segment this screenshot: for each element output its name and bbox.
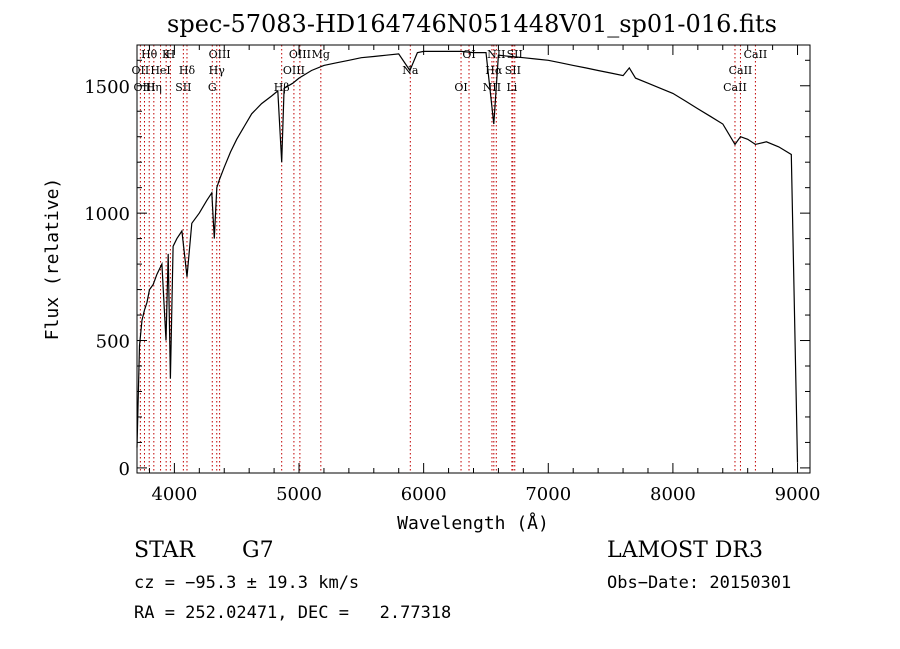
chart-title: spec-57083-HD164746N051448V01_sp01-016.f…	[167, 10, 777, 38]
x-tick-label: 7000	[525, 484, 571, 505]
axis-ticks: 4000 5000 6000 7000 8000 9000 0 500 1000 1500	[84, 45, 820, 505]
x-tick-label: 9000	[775, 484, 821, 505]
y-tick-label: 1000	[84, 204, 130, 225]
y-axis-label: Flux (relative)	[42, 178, 63, 341]
line-marker-label: OIII	[209, 48, 231, 61]
line-marker-label: SII	[505, 64, 521, 77]
x-axis-label: Wavelength (Å)	[397, 512, 549, 534]
line-marker-label: Hα	[485, 64, 503, 77]
line-marker-label: Hθ	[141, 48, 158, 61]
line-marker-label: CaII	[744, 48, 768, 61]
redshift-velocity: cz = −95.3 ± 19.3 km/s	[134, 573, 360, 593]
line-marker-label: OIII	[283, 64, 305, 77]
line-marker-label: Li	[506, 81, 517, 94]
line-marker-label: OIII	[133, 81, 155, 94]
y-tick-label: 500	[96, 332, 130, 353]
line-marker-label: Hδ	[179, 64, 196, 77]
line-marker-label: SII	[507, 48, 523, 61]
line-marker-label: H	[166, 48, 176, 61]
line-marker-label: OI	[454, 81, 467, 94]
spectrum-line	[136, 50, 799, 463]
line-marker-label: Mg	[312, 48, 330, 61]
observation-date: Obs−Date: 20150301	[607, 573, 792, 593]
object-class: STAR	[134, 538, 195, 563]
object-subclass: G7	[242, 538, 274, 563]
line-marker-label: NII	[483, 81, 501, 94]
line-marker-label: Hγ	[209, 64, 226, 77]
x-tick-label: 6000	[401, 484, 447, 505]
line-marker-label: K	[162, 48, 171, 61]
line-marker-label: SII	[175, 81, 191, 94]
line-marker-label: OII	[132, 64, 150, 77]
line-marker-label: CaII	[723, 81, 747, 94]
line-markers	[139, 45, 756, 473]
line-marker-label: CaII	[729, 64, 753, 77]
line-marker-label: G	[208, 81, 217, 94]
line-marker-label: OIII	[289, 48, 311, 61]
plot-frame	[136, 44, 811, 474]
x-tick-label: 4000	[151, 484, 197, 505]
line-marker-labels: HθOIIOIIIKHeIHηHHδSIIOIIIHγGOIIIOIIIHβMg…	[132, 48, 768, 94]
ra-dec-coordinates: RA = 252.02471, DEC = 2.77318	[134, 603, 452, 623]
y-tick-label: 1500	[84, 77, 130, 98]
x-tick-label: 8000	[650, 484, 696, 505]
y-tick-label: 0	[119, 459, 130, 480]
line-marker-label: HeI	[150, 64, 170, 77]
survey-name: LAMOST DR3	[607, 538, 763, 563]
x-tick-label: 5000	[276, 484, 322, 505]
line-marker-label: NII	[487, 48, 505, 61]
line-marker-label: Hη	[146, 81, 162, 94]
